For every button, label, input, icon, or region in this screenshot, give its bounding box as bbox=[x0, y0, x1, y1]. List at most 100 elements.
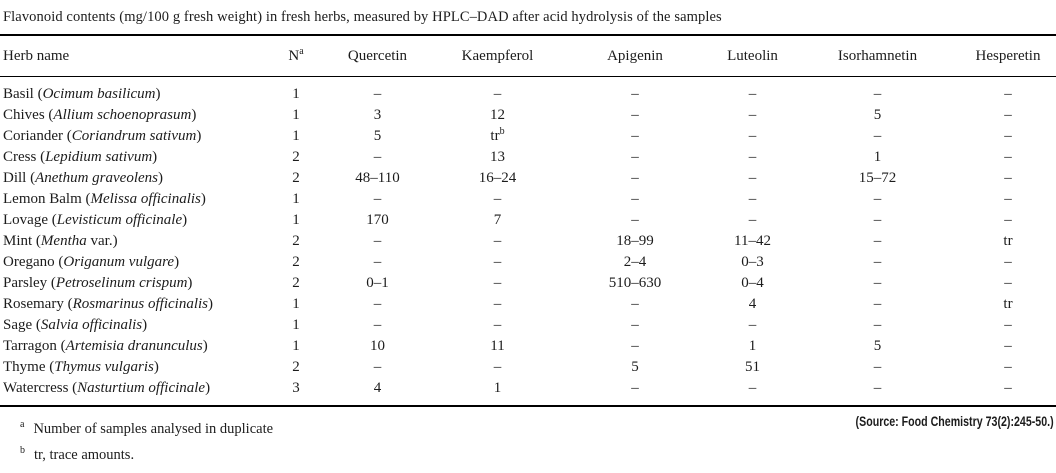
value-cell: 0–1 bbox=[366, 275, 389, 291]
footnote-text: tr, trace amounts. bbox=[34, 446, 135, 463]
footnote-text: Number of samples analysed in duplicate bbox=[33, 420, 274, 437]
value-cell: – bbox=[631, 380, 639, 396]
value-cell: 11 bbox=[490, 338, 505, 354]
value-cell: 5 bbox=[631, 359, 639, 375]
value-cell: – bbox=[748, 380, 757, 396]
herb-name-cell: Dill (Anethum graveolens) bbox=[3, 170, 163, 186]
value-cell: – bbox=[631, 317, 639, 333]
table-row: Sage (Salvia officinalis) 1 – – – – – – bbox=[0, 315, 1056, 336]
herb-name-cell: Sage (Salvia officinalis) bbox=[3, 317, 148, 333]
value-cell: – bbox=[493, 233, 502, 249]
value-cell: 51 bbox=[745, 359, 760, 375]
value-cell: – bbox=[1004, 191, 1012, 207]
herb-latin-name: Nasturtium officinale bbox=[77, 380, 206, 396]
value-cell: – bbox=[493, 317, 502, 333]
footnote-b: b tr, trace amounts. bbox=[20, 440, 1056, 466]
value-cell: tr bbox=[1003, 296, 1013, 312]
value-cell: – bbox=[873, 233, 882, 249]
n-samples-cell: 2 bbox=[292, 149, 300, 165]
value-cell: 5 bbox=[873, 338, 882, 354]
value-cell: – bbox=[748, 212, 757, 228]
value-cell: 510–630 bbox=[608, 275, 662, 291]
table-body: Basil (Ocimum basilicum) 1 – – – – – – Chives (A… bbox=[0, 77, 1056, 407]
value-cell: – bbox=[373, 254, 382, 270]
herb-latin-name: Petroselinum crispum bbox=[55, 275, 188, 291]
trace-sup: b bbox=[499, 126, 505, 137]
value-cell: – bbox=[631, 212, 639, 228]
herb-latin-name: Lepidium sativum bbox=[45, 149, 153, 165]
value-cell: – bbox=[1004, 359, 1012, 375]
table-row: Dill (Anethum graveolens) 2 48–110 16–24 – – 1… bbox=[0, 168, 1056, 189]
value-cell: – bbox=[1004, 275, 1012, 291]
value-cell: 13 bbox=[490, 149, 505, 165]
value-cell: 11–42 bbox=[734, 233, 771, 249]
value-cell: – bbox=[748, 317, 757, 333]
value-cell: – bbox=[873, 191, 882, 207]
value-cell: – bbox=[631, 149, 639, 165]
value-cell: – bbox=[873, 296, 882, 312]
value-cell: – bbox=[631, 296, 639, 312]
value-cell: – bbox=[631, 170, 639, 186]
value-cell: – bbox=[373, 359, 382, 375]
value-cell: – bbox=[1004, 128, 1012, 144]
herb-latin-name: Salvia officinalis bbox=[40, 317, 143, 333]
value-cell: – bbox=[493, 254, 502, 270]
n-samples-cell: 1 bbox=[292, 212, 300, 228]
herb-latin-name: Allium schoenoprasum bbox=[53, 107, 192, 123]
column-header-label: Apigenin bbox=[607, 47, 663, 64]
value-cell: – bbox=[373, 86, 382, 102]
herb-latin-name: Mentha bbox=[40, 233, 87, 249]
table-row: Tarragon (Artemisia dranunculus) 1 10 11 – 1 5… bbox=[0, 336, 1056, 357]
value-cell: – bbox=[373, 191, 382, 207]
herb-name-cell: Chives (Allium schoenoprasum) bbox=[3, 107, 197, 123]
footnote-marker: b bbox=[20, 444, 25, 456]
n-samples-cell: 2 bbox=[292, 233, 300, 249]
flavonoid-contents-table: Herb name Na Quercetin Kaempferol Apigen… bbox=[0, 34, 1056, 407]
table-row: Lemon Balm (Melissa officinalis) 1 – – – – – – bbox=[0, 189, 1056, 210]
value-cell: – bbox=[493, 191, 502, 207]
herb-name-cell: Mint (Mentha var.) bbox=[3, 233, 118, 249]
value-cell: – bbox=[631, 86, 639, 102]
n-samples-cell: 2 bbox=[292, 254, 300, 270]
value-cell: – bbox=[748, 191, 757, 207]
value-cell: – bbox=[493, 275, 502, 291]
value-cell: – bbox=[873, 359, 882, 375]
herb-latin-name: Rosmarinus officinalis bbox=[72, 296, 209, 312]
table-row: Mint (Mentha var.) 2 – – 18–99 11–42 – tr bbox=[0, 231, 1056, 252]
value-cell: – bbox=[873, 380, 882, 396]
n-samples-cell: 3 bbox=[292, 380, 300, 396]
value-cell: 4 bbox=[748, 296, 757, 312]
n-samples-cell: 2 bbox=[292, 170, 300, 186]
value-cell: – bbox=[748, 170, 757, 186]
table-row: Parsley (Petroselinum crispum) 2 0–1 – 510–6… bbox=[0, 273, 1056, 294]
column-header-kaempferol: Kaempferol bbox=[435, 35, 560, 77]
value-cell: 1 bbox=[493, 380, 502, 396]
value-cell: 1 bbox=[748, 338, 757, 354]
value-cell: 4 bbox=[373, 380, 382, 396]
n-samples-cell: 1 bbox=[292, 128, 300, 144]
value-cell: – bbox=[631, 338, 639, 354]
n-samples-cell: 1 bbox=[292, 317, 300, 333]
value-cell: – bbox=[1004, 380, 1012, 396]
value-cell: – bbox=[373, 233, 382, 249]
value-cell: – bbox=[631, 191, 639, 207]
value-cell: 18–99 bbox=[616, 233, 654, 249]
value-cell: – bbox=[748, 107, 757, 123]
herb-name-cell: Watercress (Nasturtium officinale) bbox=[3, 380, 211, 396]
footnotes: a Number of samples analysed in duplicate… bbox=[0, 412, 1056, 466]
herb-name-cell: Lemon Balm (Melissa officinalis) bbox=[3, 191, 206, 207]
value-cell: 12 bbox=[490, 107, 505, 123]
value-cell: 0–4 bbox=[741, 275, 764, 291]
column-header-sup: a bbox=[299, 45, 304, 57]
value-cell: – bbox=[748, 128, 757, 144]
value-cell: tr bbox=[1003, 233, 1013, 249]
herb-latin-name: Artemisia dranunculus bbox=[65, 338, 203, 354]
herb-latin-name: Melissa officinalis bbox=[90, 191, 201, 207]
herb-name-cell: Cress (Lepidium sativum) bbox=[3, 149, 158, 165]
herb-latin-name: Coriandrum sativum bbox=[71, 128, 197, 144]
column-header-label: Kaempferol bbox=[461, 47, 534, 64]
herb-name-cell: Tarragon (Artemisia dranunculus) bbox=[3, 338, 208, 354]
value-cell: – bbox=[373, 296, 382, 312]
value-cell: 5 bbox=[373, 128, 382, 144]
column-header-luteolin: Luteolin bbox=[710, 35, 795, 77]
